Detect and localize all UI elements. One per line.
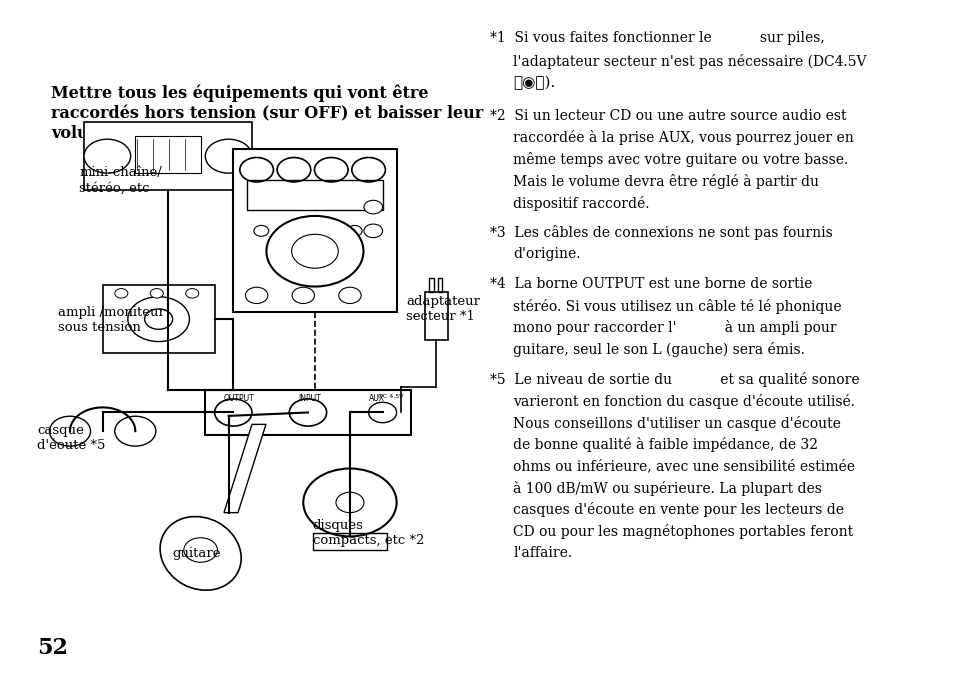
- Text: guitare, seul le son L (gauche) sera émis.: guitare, seul le son L (gauche) sera émi…: [513, 342, 804, 357]
- Circle shape: [368, 402, 396, 422]
- Text: ampli /moniteur
sous tension: ampli /moniteur sous tension: [58, 306, 165, 333]
- Text: DC 4.5V: DC 4.5V: [377, 394, 403, 399]
- Circle shape: [266, 216, 363, 287]
- Circle shape: [114, 289, 128, 298]
- Bar: [103, 285, 214, 353]
- Text: ⬠◉⬠).: ⬠◉⬠).: [513, 76, 555, 90]
- Text: *3  Les câbles de connexions ne sont pas fournis: *3 Les câbles de connexions ne sont pas …: [490, 225, 832, 240]
- Bar: [429, 278, 434, 292]
- Text: AUX: AUX: [368, 394, 384, 403]
- Bar: [84, 122, 252, 190]
- Bar: [437, 278, 442, 292]
- Text: varieront en fonction du casque d'écoute utilisé.: varieront en fonction du casque d'écoute…: [513, 394, 855, 409]
- Text: mini-chaîne/
stéréo, etc: mini-chaîne/ stéréo, etc: [79, 166, 162, 194]
- Circle shape: [289, 399, 326, 426]
- Circle shape: [114, 416, 155, 446]
- Circle shape: [300, 225, 315, 236]
- Text: ohms ou inférieure, avec une sensibilité estimée: ohms ou inférieure, avec une sensibilité…: [513, 459, 855, 473]
- Text: Mais le volume devra être réglé à partir du: Mais le volume devra être réglé à partir…: [513, 174, 819, 189]
- Circle shape: [150, 289, 163, 298]
- Text: stéréo. Si vous utilisez un câble té lé phonique: stéréo. Si vous utilisez un câble té lé …: [513, 299, 841, 314]
- Text: l'adaptateur secteur n'est pas nécessaire (DC4.5V: l'adaptateur secteur n'est pas nécessair…: [513, 54, 866, 69]
- Circle shape: [347, 225, 362, 236]
- Circle shape: [128, 297, 190, 342]
- Text: à 100 dB/mW ou supérieure. La plupart des: à 100 dB/mW ou supérieure. La plupart de…: [513, 481, 821, 496]
- Text: de bonne qualité à faible impédance, de 32: de bonne qualité à faible impédance, de …: [513, 437, 818, 452]
- Text: dispositif raccordé.: dispositif raccordé.: [513, 196, 649, 210]
- Bar: [313, 533, 387, 550]
- Text: casques d'écoute en vente pour les lecteurs de: casques d'écoute en vente pour les lecte…: [513, 502, 843, 517]
- Circle shape: [338, 287, 361, 304]
- Circle shape: [303, 469, 396, 536]
- Text: *5  Le niveau de sortie du           et sa qualité sonore: *5 Le niveau de sortie du et sa qualité …: [490, 372, 859, 387]
- Text: *4  La borne OUTPUT est une borne de sortie: *4 La borne OUTPUT est une borne de sort…: [490, 277, 811, 291]
- Text: mono pour raccorder l'           à un ampli pour: mono pour raccorder l' à un ampli pour: [513, 320, 836, 335]
- Text: Nous conseillons d'utiliser un casque d'écoute: Nous conseillons d'utiliser un casque d'…: [513, 416, 841, 430]
- Text: INPUT: INPUT: [298, 394, 321, 403]
- Text: raccordée à la prise AUX, vous pourrez jouer en: raccordée à la prise AUX, vous pourrez j…: [513, 130, 853, 145]
- Text: adaptateur
secteur *1: adaptateur secteur *1: [406, 295, 479, 323]
- Circle shape: [145, 309, 172, 329]
- Text: Mettre tous les équipements qui vont être
raccordés hors tension (sur OFF) et ba: Mettre tous les équipements qui vont êtr…: [51, 85, 483, 142]
- Circle shape: [292, 287, 314, 304]
- Circle shape: [84, 139, 131, 173]
- Text: casque
d'éoute *5: casque d'éoute *5: [37, 424, 106, 452]
- Text: CD ou pour les magnétophones portables feront: CD ou pour les magnétophones portables f…: [513, 524, 853, 539]
- Circle shape: [205, 139, 252, 173]
- Ellipse shape: [160, 517, 241, 590]
- Circle shape: [363, 200, 382, 214]
- Polygon shape: [224, 424, 266, 513]
- Circle shape: [245, 287, 268, 304]
- Text: OUTPUT: OUTPUT: [224, 394, 254, 403]
- Circle shape: [214, 399, 252, 426]
- Text: l'affaire.: l'affaire.: [513, 546, 572, 560]
- Circle shape: [277, 158, 311, 182]
- Bar: [247, 180, 382, 210]
- Bar: [135, 136, 200, 173]
- Text: *2  Si un lecteur CD ou une autre source audio est: *2 Si un lecteur CD ou une autre source …: [490, 109, 845, 123]
- Circle shape: [314, 158, 348, 182]
- Circle shape: [292, 234, 338, 268]
- Circle shape: [239, 158, 274, 182]
- Text: guitare: guitare: [172, 547, 221, 559]
- Bar: [424, 292, 448, 340]
- Text: 52: 52: [37, 637, 69, 659]
- Circle shape: [363, 224, 382, 238]
- Circle shape: [186, 289, 198, 298]
- Circle shape: [50, 416, 91, 446]
- Circle shape: [352, 158, 385, 182]
- Bar: [205, 390, 410, 435]
- Bar: [233, 149, 396, 312]
- Text: *1  Si vous faites fonctionner le           sur piles,: *1 Si vous faites fonctionner le sur pil…: [490, 31, 823, 45]
- Circle shape: [184, 538, 217, 562]
- Text: disques
compacts, etc *2: disques compacts, etc *2: [313, 519, 423, 547]
- Circle shape: [335, 492, 363, 513]
- Circle shape: [253, 225, 269, 236]
- Text: d'origine.: d'origine.: [513, 247, 580, 261]
- Text: même temps avec votre guitare ou votre basse.: même temps avec votre guitare ou votre b…: [513, 152, 847, 167]
